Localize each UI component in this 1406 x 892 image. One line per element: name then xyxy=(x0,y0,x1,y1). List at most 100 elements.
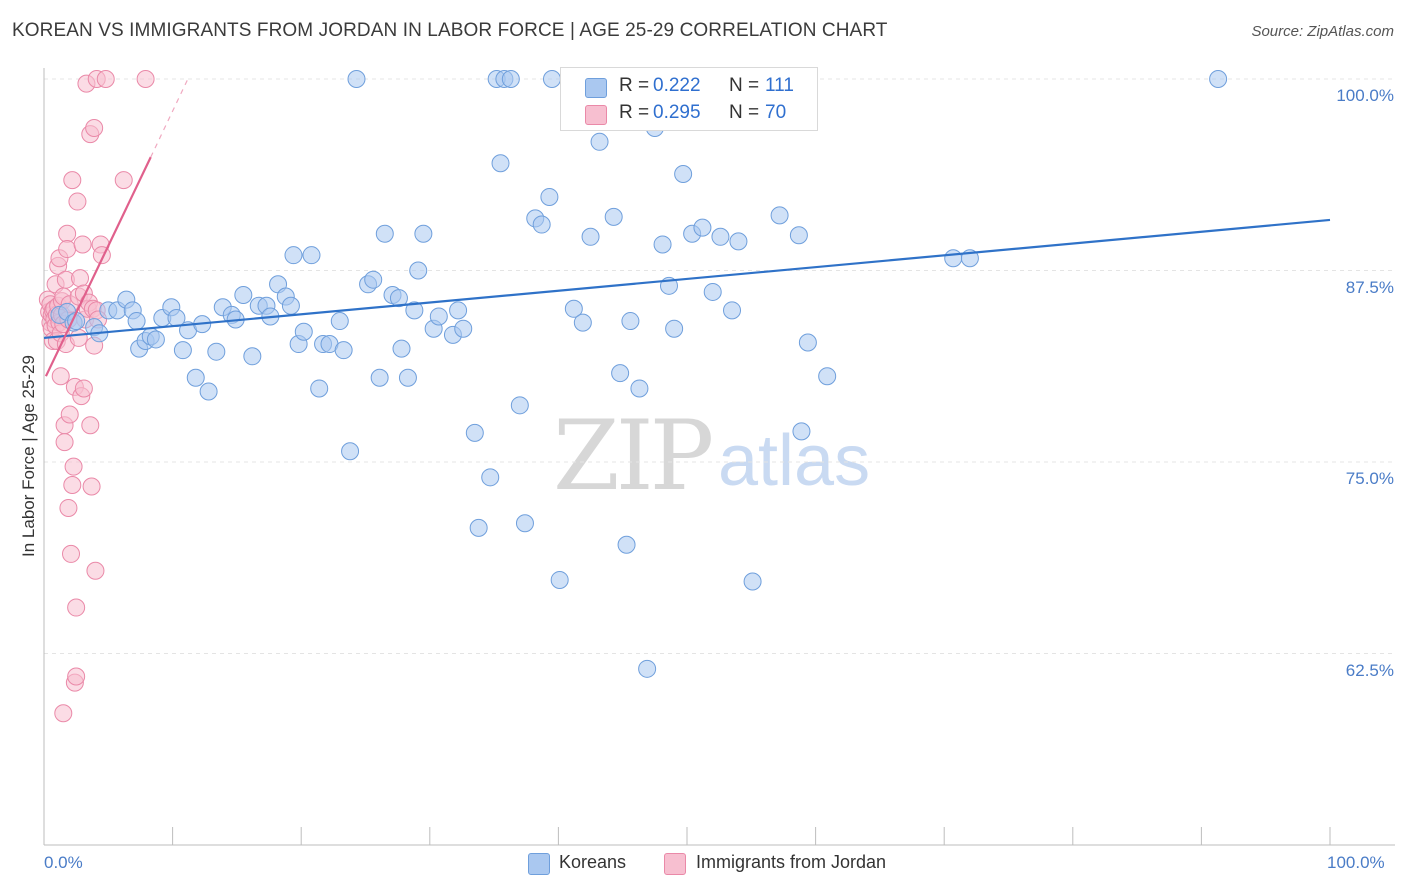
korean-point xyxy=(370,368,389,387)
korean-point xyxy=(186,368,205,387)
n-label: N = xyxy=(729,102,760,123)
korean-point xyxy=(465,423,484,442)
koreans-trend-line xyxy=(43,218,1331,340)
jordan-r-value: 0.295 xyxy=(653,102,701,123)
jordan-point xyxy=(96,70,115,88)
korean-point xyxy=(729,232,748,251)
korean-point xyxy=(798,333,817,352)
jordan-point xyxy=(67,598,86,617)
jordan-point xyxy=(136,70,155,88)
korean-point xyxy=(540,187,559,206)
grid-lines xyxy=(44,78,1395,654)
korean-point xyxy=(491,154,510,173)
y-tick-label: 75.0% xyxy=(1345,469,1394,488)
korean-point xyxy=(630,379,649,398)
y-tick-label: 87.5% xyxy=(1345,278,1394,297)
jordan-point xyxy=(67,667,86,686)
korean-point xyxy=(617,535,636,554)
korean-point xyxy=(429,307,448,326)
korean-point xyxy=(398,368,417,387)
n-label: N = xyxy=(729,75,760,96)
jordan-point xyxy=(114,171,133,190)
jordan-legend-swatch xyxy=(664,853,686,875)
x-tick-label-max: 100.0% xyxy=(1327,853,1385,872)
jordan-n-value: 70 xyxy=(765,102,787,123)
korean-point xyxy=(818,367,837,386)
korean-point xyxy=(234,286,253,305)
korean-point xyxy=(414,224,433,243)
korean-point xyxy=(501,70,520,88)
jordan-trend-extension xyxy=(150,75,190,158)
korean-point xyxy=(653,235,672,254)
korean-point xyxy=(665,319,684,338)
jordan-point xyxy=(58,240,77,259)
korean-point xyxy=(564,299,583,318)
korean-point xyxy=(364,270,383,289)
jordan-point xyxy=(69,328,88,347)
jordan-point xyxy=(85,119,104,138)
korean-point xyxy=(674,164,693,183)
r-label: R = xyxy=(619,102,650,123)
korean-point xyxy=(454,319,473,338)
jordan-point xyxy=(68,192,87,211)
korean-point xyxy=(409,261,428,280)
korean-point xyxy=(792,422,811,441)
y-tick-label: 100.0% xyxy=(1336,86,1394,105)
korean-point xyxy=(310,379,329,398)
stats-legend: R = 0.222 N = 111 R = 0.295 N = 70 xyxy=(560,67,818,131)
jordan-point xyxy=(59,498,78,517)
korean-point xyxy=(405,301,424,320)
jordan-point xyxy=(64,457,83,476)
korean-point xyxy=(611,364,630,383)
korean-point xyxy=(743,572,762,591)
koreans-legend-swatch xyxy=(528,853,550,875)
source-label: Source: ZipAtlas.com xyxy=(1251,23,1394,40)
r-label: R = xyxy=(619,75,650,96)
korean-point xyxy=(389,289,408,308)
axes xyxy=(43,68,1395,846)
korean-point xyxy=(469,518,488,537)
chart-title: KOREAN VS IMMIGRANTS FROM JORDAN IN LABO… xyxy=(12,20,888,41)
jordan-point xyxy=(71,269,90,288)
korean-point xyxy=(146,330,165,349)
korean-point xyxy=(770,206,789,225)
x-tick-label-min: 0.0% xyxy=(44,853,83,872)
korean-point xyxy=(638,659,657,678)
korean-point xyxy=(341,442,360,461)
korean-point xyxy=(199,382,218,401)
korean-point xyxy=(127,312,146,331)
koreans-swatch xyxy=(585,78,607,98)
jordan-legend-label: Immigrants from Jordan xyxy=(696,852,887,872)
korean-point xyxy=(711,227,730,246)
korean-point xyxy=(703,282,722,301)
korean-point xyxy=(515,514,534,533)
korean-point xyxy=(532,215,551,234)
jordan-point xyxy=(74,379,93,398)
koreans-n-value: 111 xyxy=(765,75,794,96)
korean-point xyxy=(284,246,303,265)
korean-point xyxy=(1209,70,1228,88)
jordan-point xyxy=(82,477,101,496)
korean-point xyxy=(590,132,609,151)
korean-point xyxy=(542,70,561,88)
koreans-legend-label: Koreans xyxy=(559,852,627,872)
jordan-point xyxy=(58,224,77,243)
korean-point xyxy=(693,218,712,237)
korean-points xyxy=(50,70,1228,678)
korean-point xyxy=(302,246,321,265)
jordan-swatch xyxy=(585,105,607,125)
trend-lines xyxy=(43,75,1331,377)
series-legend: Koreans Immigrants from Jordan xyxy=(0,852,1406,878)
korean-point xyxy=(375,224,394,243)
korean-point xyxy=(243,347,262,366)
korean-point xyxy=(550,570,569,589)
y-tick-label: 62.5% xyxy=(1345,661,1394,680)
korean-point xyxy=(347,70,366,88)
korean-point xyxy=(510,396,529,415)
korean-point xyxy=(789,226,808,245)
korean-point xyxy=(621,312,640,331)
jordan-point xyxy=(86,561,105,580)
jordan-point xyxy=(55,433,74,452)
korean-point xyxy=(581,227,600,246)
